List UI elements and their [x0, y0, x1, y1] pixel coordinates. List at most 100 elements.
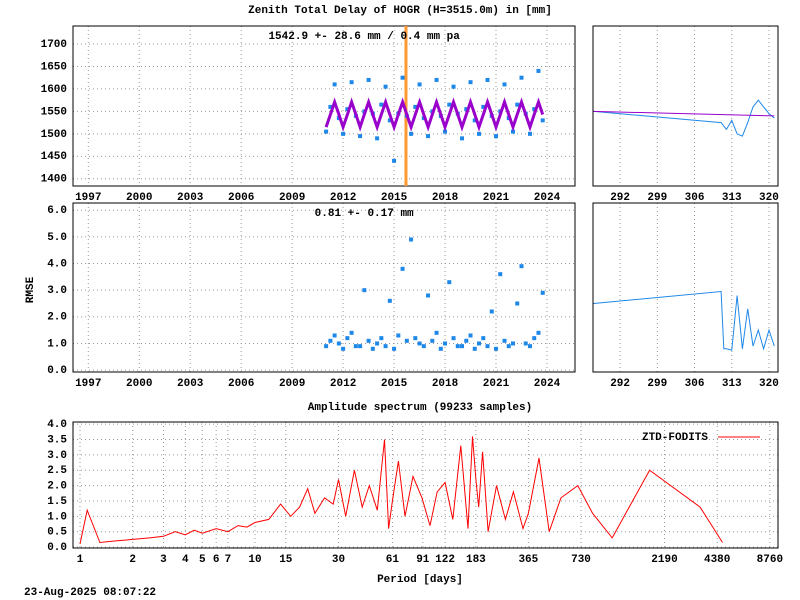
data-point	[468, 80, 473, 85]
y-tick-label: 1.0	[47, 511, 67, 523]
x-tick-label: 2012	[330, 192, 356, 204]
data-line	[324, 97, 545, 132]
x-tick-label: 730	[571, 554, 591, 566]
x-tick-label: 2009	[279, 378, 305, 390]
x-tick-label: 6	[213, 554, 220, 566]
x-tick-label: 2021	[483, 378, 510, 390]
data-point	[349, 80, 354, 85]
chart-title: Zenith Total Delay of HOGR (H=3515.0m) i…	[248, 5, 552, 17]
data-point	[328, 104, 333, 109]
data-point	[540, 290, 545, 295]
data-point	[468, 333, 473, 338]
data-point	[358, 344, 363, 349]
data-point	[345, 336, 350, 341]
data-point	[345, 107, 350, 112]
data-point	[421, 344, 426, 349]
x-tick-label: 61	[386, 554, 400, 566]
y-tick-label: 1400	[41, 174, 67, 186]
x-tick-label: 2021	[483, 192, 510, 204]
y-tick-label: 3.0	[47, 450, 67, 462]
data-point	[451, 336, 456, 341]
x-tick-label: 292	[610, 378, 630, 390]
data-point	[409, 131, 414, 136]
data-point	[353, 344, 358, 349]
x-tick-label: 2003	[177, 378, 204, 390]
x-tick-label: 1997	[75, 192, 101, 204]
data-point	[472, 346, 477, 351]
x-tick-label: 30	[332, 554, 345, 566]
y-tick-label: 0.0	[47, 542, 67, 554]
y-tick-label: 6.0	[47, 205, 67, 217]
x-tick-label: 320	[759, 378, 779, 390]
plot-frame	[72, 25, 576, 187]
data-point	[400, 266, 405, 271]
data-point	[336, 341, 341, 346]
x-tick-label: 365	[518, 554, 538, 566]
data-line	[593, 110, 775, 117]
y-tick-label: 1650	[41, 61, 67, 73]
data-point	[472, 118, 477, 123]
data-point	[362, 288, 367, 293]
y-tick-label: 2.5	[47, 465, 67, 477]
data-point	[455, 344, 460, 349]
data-point	[366, 77, 371, 82]
data-point	[438, 346, 443, 351]
data-point	[366, 338, 371, 343]
data-point	[379, 102, 384, 107]
annotation: 1542.9 +- 28.6 mm / 0.4 mm pa	[268, 31, 460, 43]
data-line	[593, 290, 775, 351]
data-point	[383, 84, 388, 89]
data-point	[532, 107, 537, 112]
x-tick-label: 5	[199, 554, 206, 566]
y-tick-label: 0.0	[47, 365, 67, 377]
data-point	[460, 136, 465, 141]
x-tick-label: 2024	[534, 378, 561, 390]
plot-frame	[72, 421, 779, 549]
x-axis-label: Period [days]	[377, 574, 463, 586]
data-point	[464, 107, 469, 112]
data-point	[413, 104, 418, 109]
legend-label: ZTD-FODITS	[642, 432, 708, 444]
y-axis-label: RMSE	[25, 276, 37, 303]
data-point	[375, 136, 380, 141]
x-tick-label: 306	[685, 192, 705, 204]
data-point	[417, 82, 422, 87]
data-point	[447, 102, 452, 107]
y-tick-label: 0.5	[47, 527, 67, 539]
x-tick-label: 2000	[126, 378, 152, 390]
data-point	[443, 341, 448, 346]
data-point	[477, 341, 482, 346]
data-point	[434, 77, 439, 82]
x-tick-label: 10	[248, 554, 261, 566]
x-tick-label: 2012	[330, 378, 356, 390]
data-point	[387, 298, 392, 303]
x-tick-label: 183	[466, 554, 486, 566]
plot-frame	[72, 202, 576, 373]
data-point	[515, 102, 520, 107]
data-point	[527, 344, 532, 349]
x-tick-label: 2003	[177, 192, 204, 204]
spectrum-title: Amplitude spectrum (99233 samples)	[308, 402, 532, 414]
plot-frame	[592, 25, 779, 187]
data-point	[510, 341, 515, 346]
x-tick-label: 2018	[432, 378, 459, 390]
x-tick-label: 7	[225, 554, 232, 566]
data-point	[447, 280, 452, 285]
data-line	[593, 99, 775, 137]
data-point	[494, 134, 499, 139]
data-point	[481, 104, 486, 109]
x-tick-label: 3	[160, 554, 167, 566]
data-point	[358, 134, 363, 139]
y-tick-label: 1.0	[47, 338, 67, 350]
x-tick-label: 2015	[381, 378, 408, 390]
data-point	[341, 131, 346, 136]
y-tick-label: 4.0	[47, 258, 67, 270]
x-tick-label: 2018	[432, 192, 459, 204]
data-point	[426, 134, 431, 139]
x-tick-label: 292	[610, 192, 630, 204]
data-point	[502, 338, 507, 343]
x-tick-label: 2006	[228, 378, 254, 390]
x-tick-label: 1997	[75, 378, 101, 390]
